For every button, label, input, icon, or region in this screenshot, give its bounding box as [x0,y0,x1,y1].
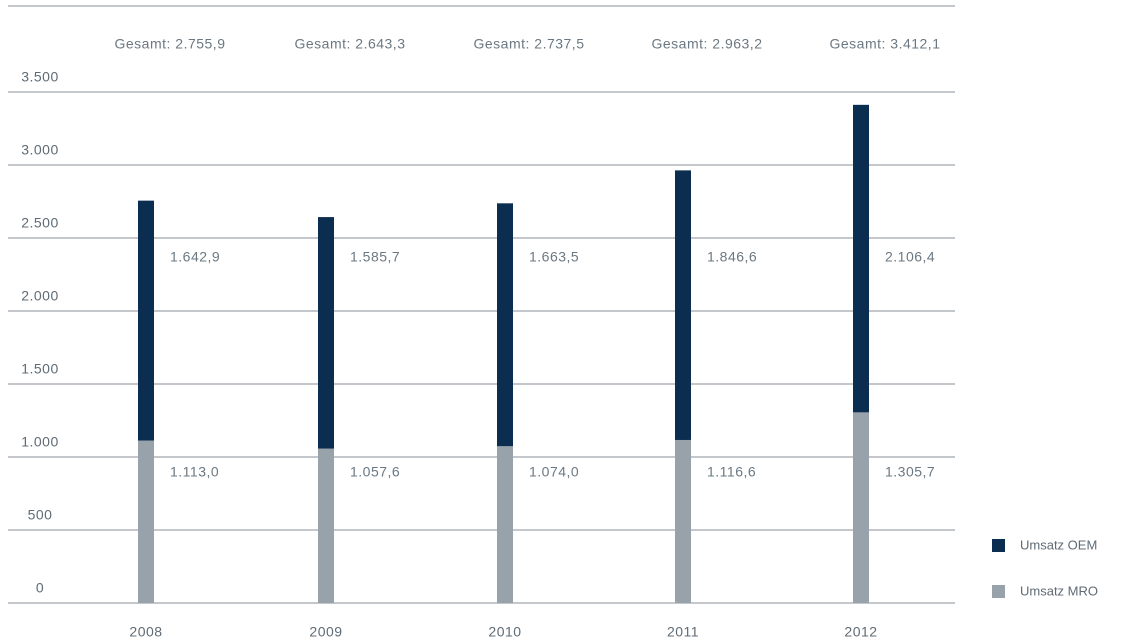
bar-segment [497,203,513,447]
y-tick-label: 2.000 [21,288,59,304]
x-tick-label: 2010 [488,624,521,640]
y-tick-label: 0 [36,580,44,596]
x-tick-label: 2012 [844,624,877,640]
legend-label: Umsatz OEM [1020,537,1097,552]
x-tick-label: 2011 [667,624,699,640]
y-tick-label: 1.000 [21,434,59,450]
total-label: Gesamt: 2.755,9 [114,36,225,52]
value-label: 2.106,4 [885,249,935,265]
bar-segment [318,448,334,603]
legend-swatch [992,539,1005,552]
bar-segment [675,170,691,440]
y-tick-label: 2.500 [21,215,59,231]
bar-segment [138,200,154,441]
y-tick-label: 1.500 [21,361,59,377]
bar-segment [675,439,691,603]
bar-segment [853,104,869,413]
total-label: Gesamt: 3.412,1 [829,36,940,52]
total-label: Gesamt: 2.737,5 [473,36,584,52]
value-label: 1.057,6 [350,464,400,480]
value-label: 1.074,0 [529,464,579,480]
value-label: 1.113,0 [170,464,219,480]
x-tick-label: 2008 [129,624,162,640]
total-label: Gesamt: 2.963,2 [651,36,762,52]
x-tick-label: 2009 [309,624,342,640]
value-label: 1.642,9 [170,249,220,265]
y-tick-label: 500 [28,507,53,523]
legend-label: Umsatz MRO [1020,583,1098,598]
bar-segment [318,217,334,449]
bar-segment [497,446,513,603]
legend-swatch [992,585,1005,598]
total-label: Gesamt: 2.643,3 [294,36,405,52]
bar-segment [853,412,869,603]
y-tick-label: 3.000 [21,142,59,158]
value-label: 1.305,7 [885,464,935,480]
value-label: 1.663,5 [529,249,579,265]
bar-segment [138,440,154,603]
value-label: 1.585,7 [350,249,400,265]
value-label: 1.116,6 [707,464,756,480]
value-label: 1.846,6 [707,249,757,265]
y-tick-label: 3.500 [21,69,59,85]
